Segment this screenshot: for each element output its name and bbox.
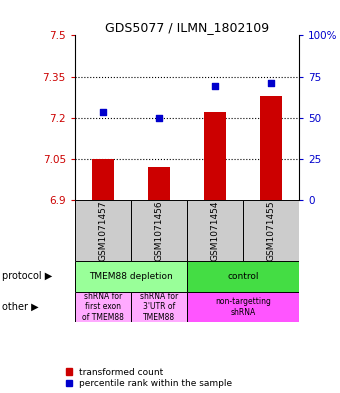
Bar — [131, 200, 187, 261]
Bar — [131, 292, 187, 322]
Bar — [187, 292, 299, 322]
Bar — [187, 261, 299, 292]
Bar — [75, 200, 131, 261]
Text: shRNA for
3'UTR of
TMEM88: shRNA for 3'UTR of TMEM88 — [140, 292, 178, 322]
Bar — [91, 159, 114, 200]
Point — [268, 80, 274, 86]
Legend: transformed count, percentile rank within the sample: transformed count, percentile rank withi… — [66, 368, 232, 389]
Text: GSM1071457: GSM1071457 — [98, 200, 107, 261]
Bar — [260, 96, 282, 200]
Point — [100, 109, 105, 115]
Text: GSM1071455: GSM1071455 — [267, 200, 276, 261]
Bar — [75, 292, 131, 322]
Text: TMEM88 depletion: TMEM88 depletion — [89, 272, 173, 281]
Text: shRNA for
first exon
of TMEM88: shRNA for first exon of TMEM88 — [82, 292, 124, 322]
Title: GDS5077 / ILMN_1802109: GDS5077 / ILMN_1802109 — [105, 21, 269, 34]
Bar — [148, 167, 170, 200]
Bar — [243, 200, 299, 261]
Text: GSM1071456: GSM1071456 — [154, 200, 164, 261]
Bar — [75, 261, 187, 292]
Point — [212, 83, 218, 89]
Text: non-targetting
shRNA: non-targetting shRNA — [215, 297, 271, 317]
Text: other ▶: other ▶ — [2, 302, 38, 312]
Text: control: control — [227, 272, 259, 281]
Text: protocol ▶: protocol ▶ — [2, 272, 52, 281]
Point — [156, 114, 162, 121]
Bar — [204, 112, 226, 200]
Bar — [187, 200, 243, 261]
Text: GSM1071454: GSM1071454 — [210, 200, 220, 261]
